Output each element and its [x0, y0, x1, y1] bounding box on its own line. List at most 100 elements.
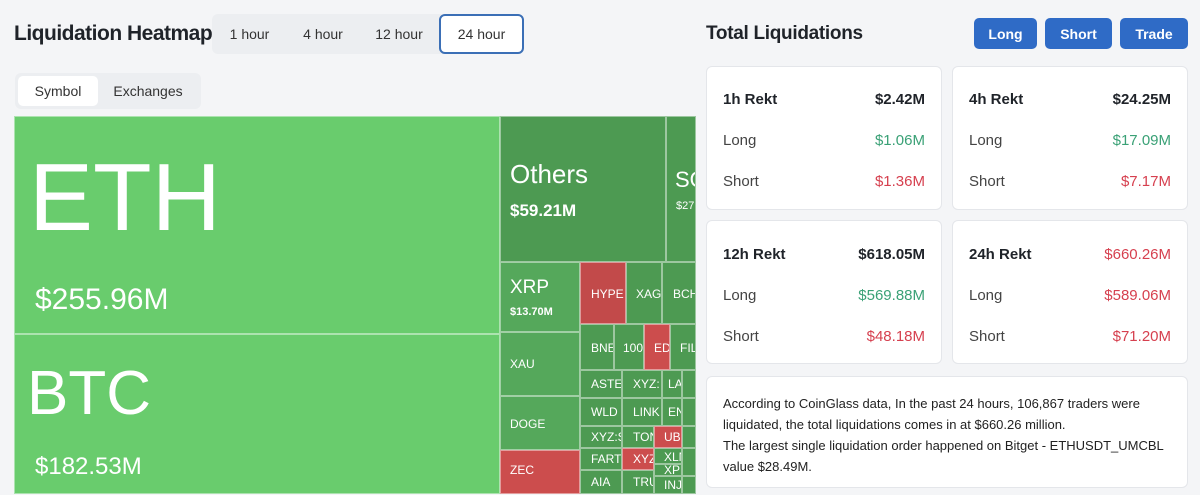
trade-button[interactable]: Trade: [1120, 18, 1188, 49]
heatmap-cell-hype[interactable]: HYPE: [580, 262, 626, 324]
heatmap-cell-small-a[interactable]: [682, 370, 696, 398]
heatmap-cell-sol[interactable]: SOL $27: [666, 116, 696, 262]
tab-exchanges[interactable]: Exchanges: [113, 83, 183, 99]
cell-symbol: ZEC: [510, 463, 534, 477]
cell-symbol: TRU: [633, 475, 653, 489]
cell-symbol: AIA: [591, 475, 611, 489]
short-label: Short: [969, 173, 1005, 190]
cell-symbol: LA: [668, 377, 682, 391]
card-title: 1h Rekt: [723, 91, 778, 108]
heatmap-cell-tru[interactable]: TRU: [622, 470, 654, 494]
grouping-tabs: Symbol Exchanges: [15, 73, 201, 109]
liquidation-heatmap: ETH $255.96M BTC $182.53M Others $59.21M…: [14, 116, 696, 494]
short-button[interactable]: Short: [1045, 18, 1112, 49]
heatmap-cell-aia[interactable]: AIA: [580, 470, 622, 494]
tab-4-hour[interactable]: 4 hour: [303, 26, 343, 42]
cell-value: $13.70M: [510, 306, 553, 318]
cell-symbol: ASTER: [591, 377, 622, 391]
card-header: 12h Rekt $618.05M: [723, 246, 925, 263]
heatmap-cell-zec[interactable]: ZEC: [500, 450, 580, 494]
cell-symbol: INJ: [664, 478, 682, 492]
heatmap-cell-eth[interactable]: ETH $255.96M: [14, 116, 500, 334]
tab-symbol[interactable]: Symbol: [18, 76, 98, 106]
heatmap-cell-xyz-a[interactable]: XYZ:: [622, 370, 662, 398]
long-button[interactable]: Long: [974, 18, 1037, 49]
total-liquidations-title: Total Liquidations: [706, 23, 863, 44]
heatmap-cell-xyz-b[interactable]: XYZ:: [622, 448, 654, 470]
card-long-row: Long $589.06M: [969, 287, 1171, 304]
heatmap-cell-small-e[interactable]: [682, 476, 696, 494]
tab-12-hour[interactable]: 12 hour: [375, 26, 423, 42]
cell-symbol: TON: [633, 430, 653, 444]
heatmap-cell-btc[interactable]: BTC $182.53M: [14, 334, 500, 494]
heatmap-cell-inj[interactable]: INJ: [654, 476, 682, 494]
heatmap-cell-ton[interactable]: TON: [622, 426, 654, 448]
heatmap-cell-fil[interactable]: FIL: [670, 324, 696, 370]
heatmap-cell-xrp[interactable]: XRP $13.70M: [500, 262, 580, 332]
cell-symbol: XAG: [636, 287, 662, 301]
rekt-card-1h: 1h Rekt $2.42M Long $1.06M Short $1.36M: [706, 66, 942, 210]
cell-symbol: DOGE: [510, 417, 546, 431]
cell-symbol: BCH: [673, 287, 696, 301]
summary-line-1: According to CoinGlass data, In the past…: [723, 396, 1140, 432]
cell-symbol: XLN: [664, 450, 681, 464]
cell-symbol: ED: [654, 341, 670, 355]
short-value: $48.18M: [866, 328, 925, 345]
long-value: $589.06M: [1104, 287, 1171, 304]
heatmap-cell-others[interactable]: Others $59.21M: [500, 116, 666, 262]
heatmap-cell-xau[interactable]: XAU: [500, 332, 580, 396]
heatmap-cell-fartcoin[interactable]: FARTC: [580, 448, 622, 470]
cell-symbol: SOL: [675, 167, 695, 192]
heatmap-cell-small-b[interactable]: [682, 398, 696, 426]
cell-value: $59.21M: [510, 201, 577, 220]
card-long-row: Long $569.88M: [723, 287, 925, 304]
short-label: Short: [969, 328, 1005, 345]
heatmap-cell-xln[interactable]: XLN: [654, 448, 682, 464]
long-label: Long: [723, 287, 757, 304]
cell-symbol: XYZ:: [633, 452, 653, 466]
card-header: 24h Rekt $660.26M: [969, 246, 1171, 263]
heatmap-cell-bnb[interactable]: BNE: [580, 324, 614, 370]
long-value: $1.06M: [874, 132, 925, 149]
heatmap-cell-100[interactable]: 100: [614, 324, 644, 370]
time-range-tabs: 1 hour 4 hour 12 hour 24 hour: [212, 14, 524, 54]
card-short-row: Short $48.18M: [723, 328, 925, 345]
long-value: $17.09M: [1112, 132, 1171, 149]
card-long-row: Long $17.09M: [969, 132, 1171, 149]
heatmap-cell-link[interactable]: LINK: [622, 398, 662, 426]
rekt-card-4h: 4h Rekt $24.25M Long $17.09M Short $7.17…: [952, 66, 1188, 210]
tab-1-hour[interactable]: 1 hour: [229, 26, 270, 42]
heatmap-cell-ub[interactable]: UB: [654, 426, 682, 448]
heatmap-cell-la[interactable]: LA: [662, 370, 682, 398]
rekt-card-24h: 24h Rekt $660.26M Long $589.06M Short $7…: [952, 220, 1188, 364]
heatmap-cell-bch[interactable]: BCH: [662, 262, 696, 324]
card-short-row: Short $1.36M: [723, 173, 925, 190]
cell-symbol: XYZ:S: [591, 430, 621, 444]
tab-24-hour[interactable]: 24 hour: [439, 14, 524, 54]
cell-value: $255.96M: [35, 283, 169, 316]
heatmap-cell-xag[interactable]: XAG: [626, 262, 662, 324]
short-label: Short: [723, 173, 759, 190]
card-total: $2.42M: [874, 91, 925, 108]
liquidation-summary: According to CoinGlass data, In the past…: [706, 376, 1188, 488]
cell-symbol: XAU: [510, 357, 535, 371]
heatmap-cell-small-d[interactable]: [682, 448, 696, 476]
cell-symbol: EN: [668, 405, 681, 419]
heatmap-cell-en[interactable]: EN: [662, 398, 682, 426]
short-value: $7.17M: [1120, 173, 1171, 190]
heatmap-cell-doge[interactable]: DOGE: [500, 396, 580, 450]
heatmap-cell-wld[interactable]: WLD: [580, 398, 622, 426]
short-value: $1.36M: [874, 173, 925, 190]
card-total: $24.25M: [1112, 91, 1171, 108]
heatmap-cell-small-c[interactable]: [682, 426, 696, 448]
cell-symbol: 100: [623, 341, 644, 355]
heatmap-cell-aster[interactable]: ASTER: [580, 370, 622, 398]
heatmap-cell-xyz-s[interactable]: XYZ:S: [580, 426, 622, 448]
card-total: $618.05M: [858, 246, 925, 263]
card-long-row: Long $1.06M: [723, 132, 925, 149]
heatmap-cell-xpl[interactable]: XPL: [654, 464, 682, 476]
long-value: $569.88M: [858, 287, 925, 304]
card-total: $660.26M: [1104, 246, 1171, 263]
summary-line-2: The largest single liquidation order hap…: [723, 438, 1164, 474]
heatmap-cell-ed[interactable]: ED: [644, 324, 670, 370]
